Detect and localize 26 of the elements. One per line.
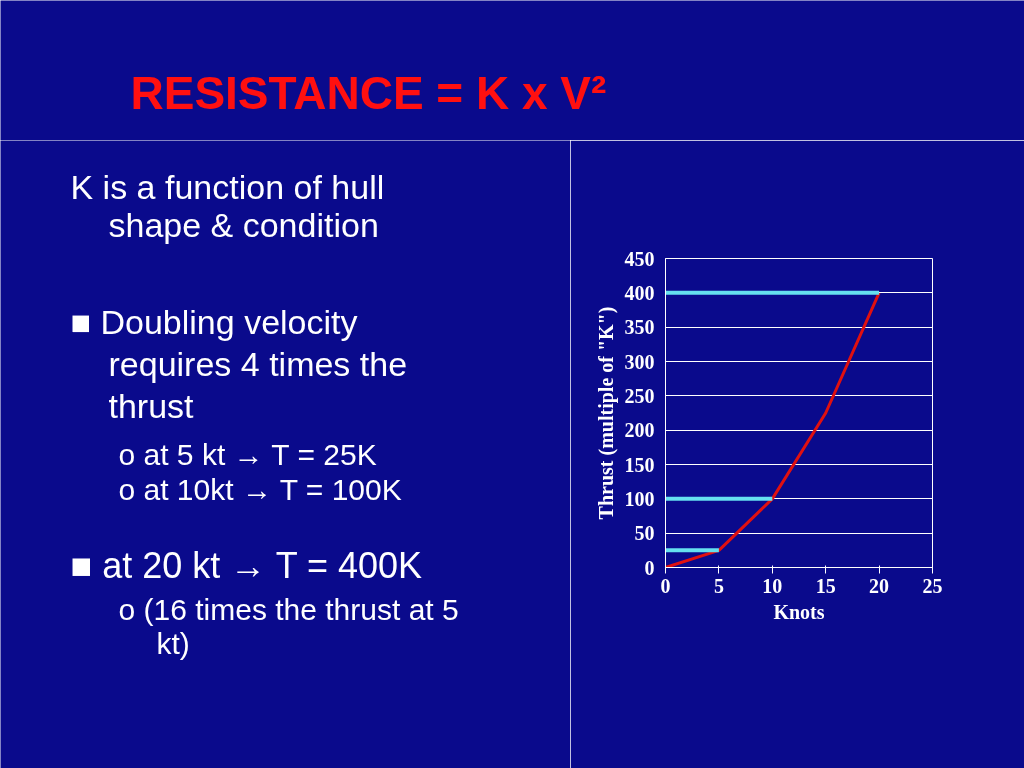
y-tick-label: 450 [624, 247, 655, 270]
y-tick-label: 250 [624, 384, 655, 407]
x-tick-label: 15 [815, 574, 836, 597]
y-tick-label: 350 [624, 316, 655, 339]
text: o (16 times the thrust at 5 kt) [118, 592, 459, 660]
x-tick-label: 5 [713, 574, 724, 597]
text: ■ Doubling velocity requires 4 times the thrust [70, 302, 408, 425]
text: K is a function of hull shape & condition [70, 167, 385, 244]
text: o at 10kt → T = 100K [118, 472, 402, 506]
chart-title: RESISTANCE = K x V² [130, 66, 607, 119]
x-tick-label: 25 [922, 574, 943, 597]
y-tick-label: 0 [644, 556, 655, 579]
y-tick-label: 150 [624, 453, 655, 476]
y-tick-label: 50 [634, 522, 655, 545]
x-axis-title: Knots [773, 600, 825, 623]
y-tick-label: 300 [624, 350, 655, 373]
line-series [665, 291, 881, 568]
y-tick-label: 100 [624, 487, 655, 510]
y-tick-label: 200 [624, 419, 655, 442]
x-tick-label: 10 [762, 574, 783, 597]
text: ■ at 20 kt → T = 400K [70, 544, 423, 586]
y-axis-title: Thrust (multiple of "K") [594, 306, 618, 520]
text: o at 5 kt → T = 25K [118, 437, 377, 471]
x-tick-label: 20 [869, 574, 890, 597]
y-tick-label: 400 [624, 281, 655, 304]
x-tick-label: 0 [660, 574, 671, 597]
